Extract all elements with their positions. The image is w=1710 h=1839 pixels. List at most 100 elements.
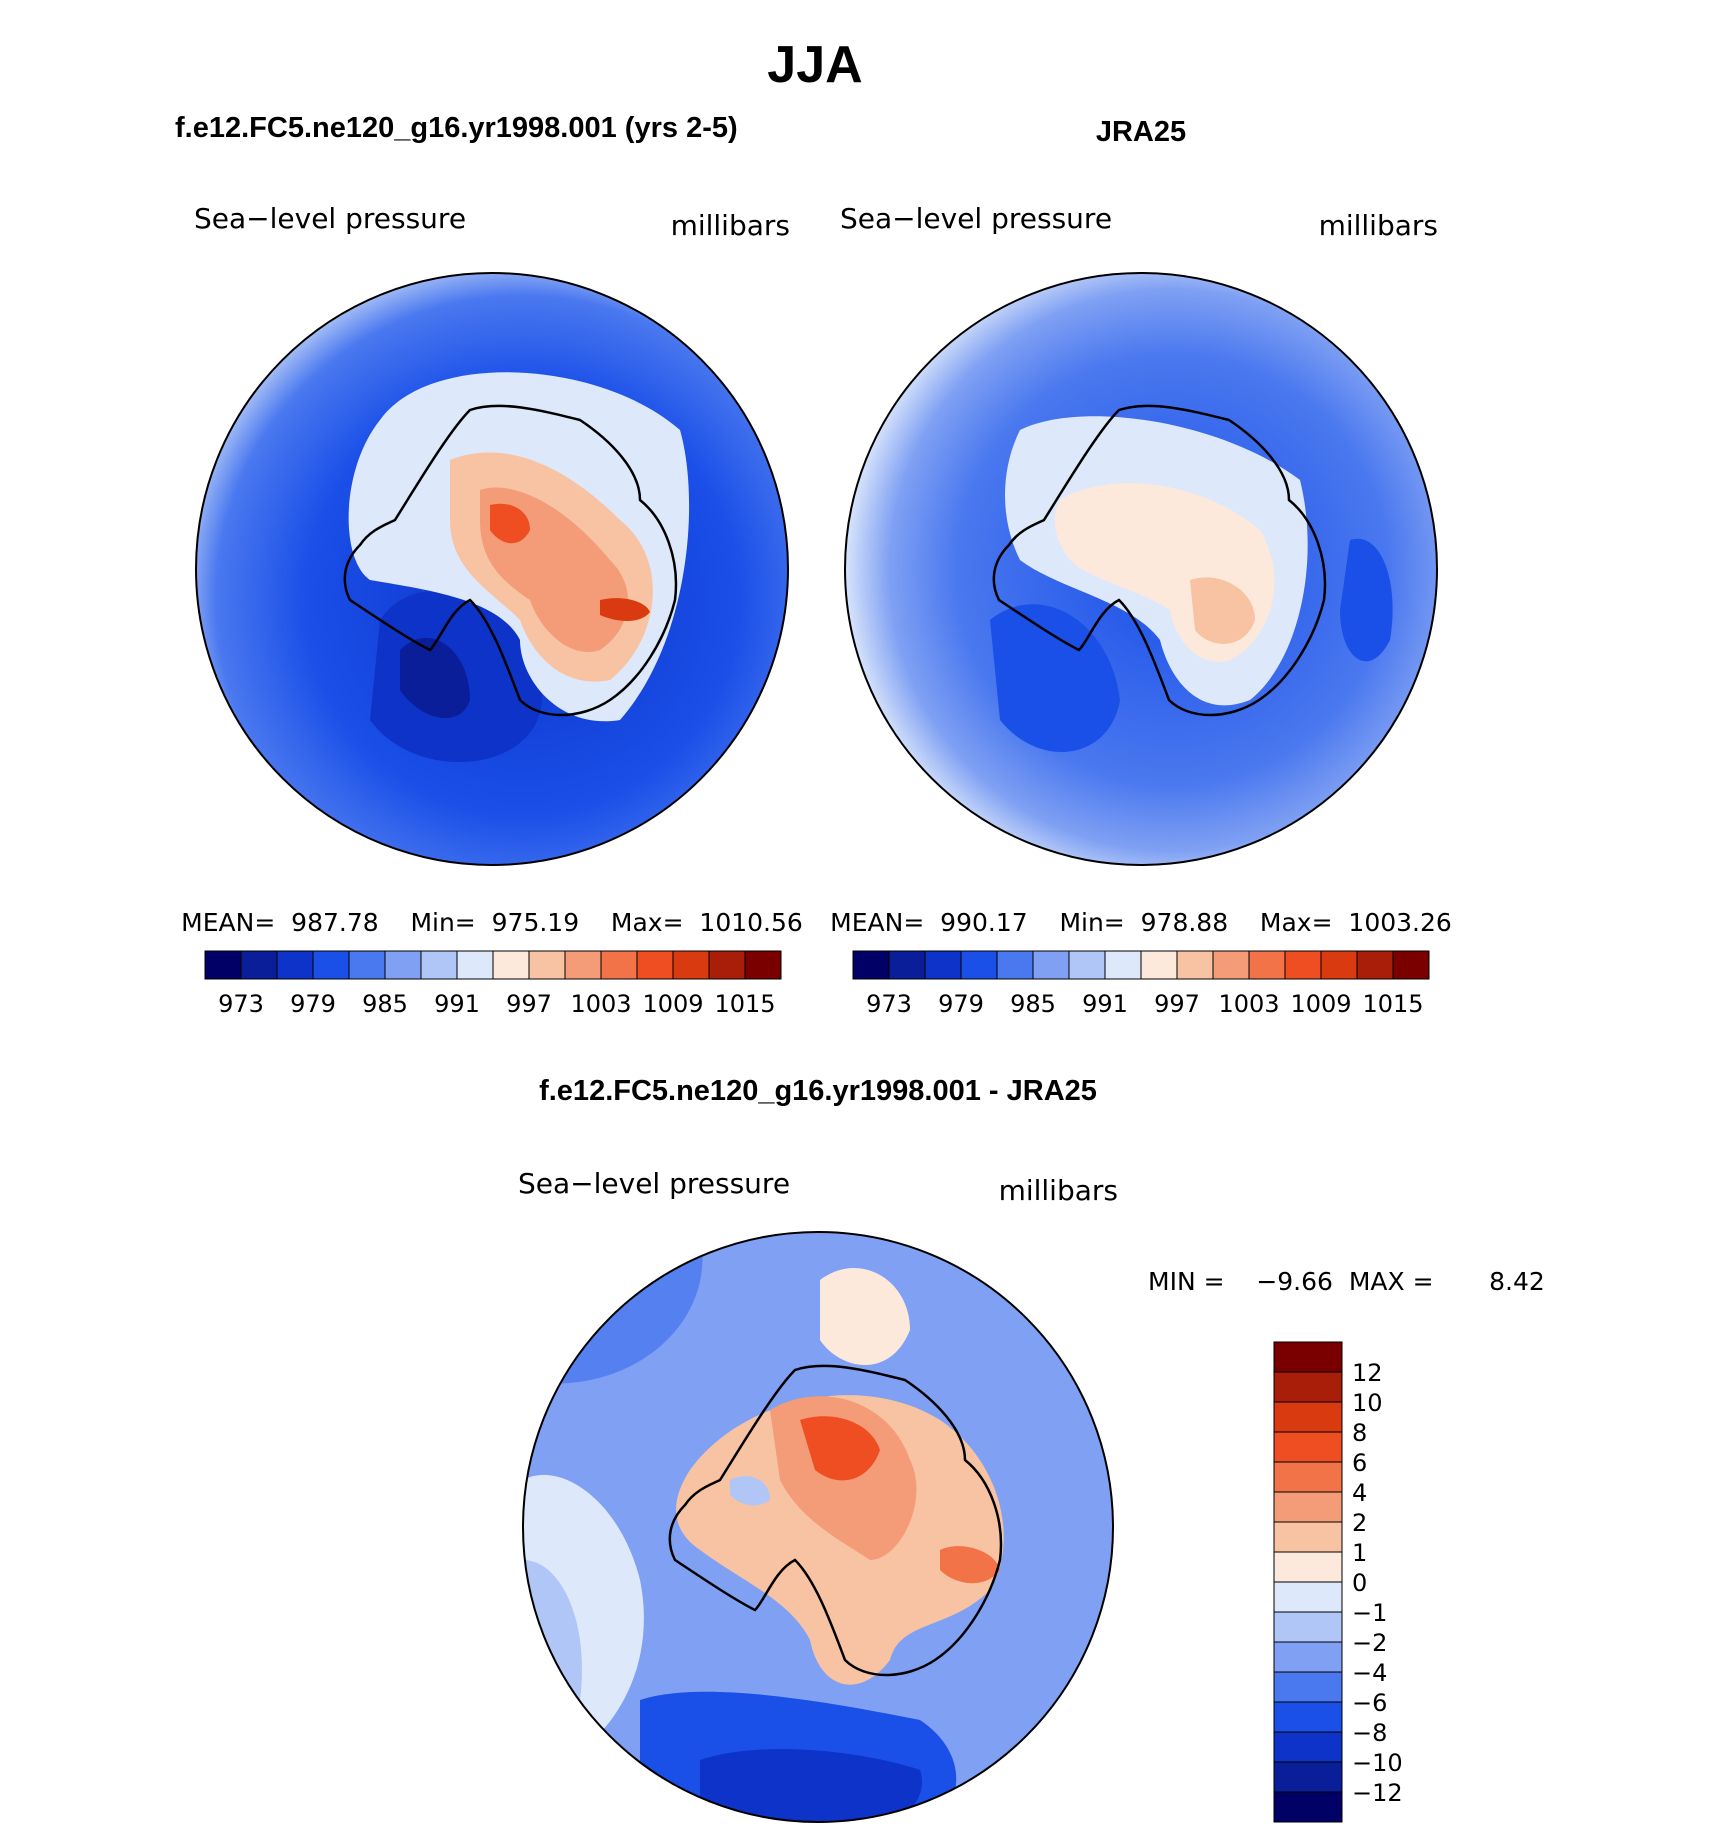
colorbar-tick-label: 10: [1352, 1389, 1383, 1417]
colorbar-swatch: [744, 950, 782, 980]
colorbar-swatch: [564, 950, 602, 980]
colorbar-tick-label: 1015: [1362, 990, 1423, 1018]
colorbar-swatch: [636, 950, 674, 980]
colorbar-swatch: [600, 950, 638, 980]
colorbar-swatch: [348, 950, 386, 980]
difference-title: f.e12.FC5.ne120_g16.yr1998.001 - JRA25: [539, 1075, 1097, 1107]
colorbar-swatch: [1273, 1521, 1343, 1553]
colorbar-tick-label: 1003: [570, 990, 631, 1018]
colorbar-swatch: [1273, 1401, 1343, 1433]
colorbar-difference: [1273, 1341, 1343, 1823]
colorbar-swatch: [996, 950, 1034, 980]
colorbar-swatch: [384, 950, 422, 980]
colorbar-right-labels: 973 979 985 991 997 1003 1009 1015: [866, 990, 1423, 1018]
colorbar-swatch: [888, 950, 926, 980]
panel-right-variable: Sea−level pressure: [840, 202, 1112, 235]
colorbar-swatch: [1068, 950, 1106, 980]
colorbar-left-labels: 973 979 985 991 997 1003 1009 1015: [218, 990, 775, 1018]
colorbar-swatch: [1392, 950, 1430, 980]
antarctica-coastline-difference: [668, 1364, 1003, 1677]
colorbar-tick-label: 1009: [1290, 990, 1351, 1018]
colorbar-tick-label: 991: [434, 990, 480, 1018]
colorbar-swatch: [672, 950, 710, 980]
colorbar-swatch: [924, 950, 962, 980]
colorbar-tick-label: 8: [1352, 1419, 1367, 1447]
colorbar-swatch: [1273, 1791, 1343, 1823]
antarctica-coastline-left: [343, 404, 678, 717]
colorbar-tick-label: −1: [1352, 1599, 1387, 1627]
colorbar-tick-label: 973: [218, 990, 264, 1018]
figure-title: JJA: [767, 36, 862, 94]
colorbar-tick-label: 1015: [714, 990, 775, 1018]
colorbar-tick-label: 12: [1352, 1359, 1383, 1387]
difference-stats: MIN = −9.66 MAX = 8.42: [1148, 1267, 1545, 1296]
colorbar-swatch: [1212, 950, 1250, 980]
colorbar-swatch: [1140, 950, 1178, 980]
colorbar-tick-label: 991: [1082, 990, 1128, 1018]
map-right-obs: [844, 272, 1438, 866]
panel-left-units: millibars: [671, 209, 790, 242]
colorbar-swatch: [1273, 1641, 1343, 1673]
panel-left-stats: MEAN= 987.78 Min= 975.19 Max= 1010.56: [181, 908, 803, 937]
colorbar-tick-label: 6: [1352, 1449, 1367, 1477]
colorbar-swatch: [312, 950, 350, 980]
colorbar-swatch: [1284, 950, 1322, 980]
colorbar-swatch: [1356, 950, 1394, 980]
colorbar-swatch: [1273, 1551, 1343, 1583]
colorbar-tick-label: 973: [866, 990, 912, 1018]
colorbar-tick-label: 1: [1352, 1539, 1367, 1567]
colorbar-tick-label: −8: [1352, 1719, 1387, 1747]
colorbar-swatch: [204, 950, 242, 980]
colorbar-swatch: [528, 950, 566, 980]
colorbar-tick-label: 4: [1352, 1479, 1367, 1507]
colorbar-swatch: [1273, 1611, 1343, 1643]
colorbar-tick-label: −4: [1352, 1659, 1387, 1687]
colorbar-swatch: [1273, 1461, 1343, 1493]
panel-right-units: millibars: [1319, 209, 1438, 242]
difference-units: millibars: [999, 1174, 1118, 1207]
panel-right-title: JRA25: [1096, 116, 1186, 148]
colorbar-tick-label: 997: [506, 990, 552, 1018]
colorbar-tick-label: 2: [1352, 1509, 1367, 1537]
colorbar-swatch: [1176, 950, 1214, 980]
colorbar-tick-label: −10: [1352, 1749, 1403, 1777]
colorbar-swatch: [420, 950, 458, 980]
colorbar-swatch: [1273, 1581, 1343, 1613]
colorbar-tick-label: 1009: [642, 990, 703, 1018]
colorbar-tick-label: 979: [938, 990, 984, 1018]
colorbar-swatch: [276, 950, 314, 980]
colorbar-tick-label: 997: [1154, 990, 1200, 1018]
colorbar-swatch: [1273, 1371, 1343, 1403]
colorbar-swatch: [960, 950, 998, 980]
colorbar-swatch: [492, 950, 530, 980]
colorbar-swatch: [1248, 950, 1286, 980]
colorbar-left: [204, 950, 782, 980]
colorbar-swatch: [708, 950, 746, 980]
colorbar-tick-label: −12: [1352, 1779, 1403, 1807]
antarctica-coastline-right: [992, 404, 1327, 717]
colorbar-swatch: [456, 950, 494, 980]
colorbar-swatch: [1273, 1761, 1343, 1793]
colorbar-swatch: [1273, 1701, 1343, 1733]
colorbar-tick-label: 0: [1352, 1569, 1367, 1597]
panel-left-variable: Sea−level pressure: [194, 202, 466, 235]
colorbar-swatch: [1273, 1491, 1343, 1523]
colorbar-swatch: [1273, 1671, 1343, 1703]
colorbar-swatch: [1273, 1731, 1343, 1763]
colorbar-right: [852, 950, 1430, 980]
colorbar-tick-label: 985: [1010, 990, 1056, 1018]
colorbar-swatch: [1273, 1431, 1343, 1463]
colorbar-tick-label: −2: [1352, 1629, 1387, 1657]
panel-right-stats: MEAN= 990.17 Min= 978.88 Max= 1003.26: [830, 908, 1452, 937]
map-left-model: [195, 272, 789, 866]
colorbar-tick-label: 979: [290, 990, 336, 1018]
colorbar-tick-label: 985: [362, 990, 408, 1018]
colorbar-swatch: [1104, 950, 1142, 980]
map-difference: [522, 1231, 1114, 1823]
colorbar-tick-label: 1003: [1218, 990, 1279, 1018]
colorbar-swatch: [852, 950, 890, 980]
colorbar-swatch: [240, 950, 278, 980]
colorbar-swatch: [1273, 1341, 1343, 1373]
